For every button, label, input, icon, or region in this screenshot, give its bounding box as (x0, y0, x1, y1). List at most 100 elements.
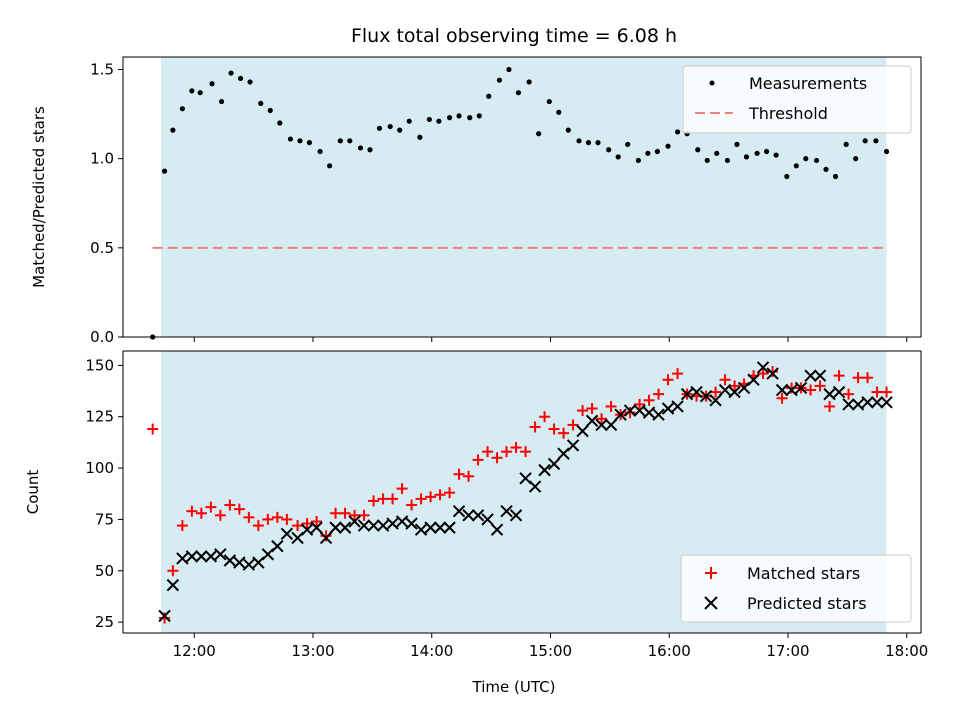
predicted-star-point (471, 509, 485, 522)
measurement-point (832, 173, 839, 180)
predicted-star-point (424, 521, 437, 534)
predicted-star-point (310, 521, 323, 534)
bottom-y-axis-label: Count (24, 470, 42, 515)
matched-star-point (824, 400, 836, 412)
predicted-star-point (775, 383, 789, 397)
measurement-point (873, 138, 879, 144)
measurement-point (387, 123, 393, 130)
matched-star-point (539, 411, 551, 423)
x-tick-label: 17:00 (766, 642, 809, 660)
top-y-tick-label: 1.0 (90, 150, 114, 168)
predicted-star-point (509, 509, 523, 522)
measurement-point (704, 157, 710, 164)
predicted-star-point (367, 519, 380, 532)
measurement-point (476, 113, 482, 119)
matched-star-point (233, 503, 245, 515)
predicted-star-point (280, 527, 294, 541)
measurement-point (695, 147, 701, 153)
measurement-point (714, 150, 720, 156)
matched-star-point (415, 493, 427, 505)
predicted-star-point (595, 418, 608, 432)
predicted-star-point (214, 548, 227, 561)
matched-star-point (624, 407, 636, 419)
top-axes-frame (122, 56, 922, 338)
measurement-point (417, 134, 423, 140)
matched-star-point (330, 507, 342, 519)
matched-star-point (147, 423, 159, 435)
x-tick-label: 12:00 (173, 642, 216, 660)
predicted-star-point (405, 517, 418, 530)
legend-threshold-label: Threshold (748, 104, 828, 123)
predicted-star-point (271, 539, 284, 553)
bottom-legend: Matched stars Predicted stars (680, 554, 912, 623)
matched-star-point (672, 368, 684, 380)
measurement-point (189, 88, 195, 94)
predicted-star-point (671, 400, 684, 413)
matched-star-point (482, 446, 494, 458)
matched-star-point (719, 374, 731, 386)
top-y-axis-label: Matched/Predicted stars (30, 106, 48, 288)
measurement-point (337, 138, 343, 144)
predicted-star-point (452, 504, 466, 518)
predicted-star-point (462, 509, 475, 522)
measurement-point (258, 100, 264, 106)
predicted-star-point (576, 424, 589, 438)
predicted-star-point (766, 367, 779, 380)
predicted-star-point (880, 396, 893, 409)
predicted-star-point (233, 556, 246, 569)
measurement-point (397, 127, 403, 133)
measurement-point (277, 120, 283, 126)
predicted-star-point (338, 521, 352, 534)
measurement-point (724, 157, 731, 164)
matched-star-point (434, 489, 446, 501)
predicted-star-point (176, 552, 189, 565)
matched-star-point (205, 501, 217, 513)
matched-star-point (349, 509, 361, 521)
predicted-star-point (348, 515, 361, 528)
measurement-point (793, 163, 799, 169)
top-legend: Measurements Threshold (682, 65, 912, 134)
measurement-point (823, 166, 829, 172)
measurement-point (654, 148, 660, 155)
chart-title: Flux total observing time = 6.08 h (351, 25, 677, 47)
measurement-point (585, 140, 592, 146)
measurement-point (526, 79, 532, 85)
matched-star-point (729, 380, 741, 392)
measurement-point (267, 107, 273, 114)
matched-star-point (377, 493, 389, 505)
predicted-star-point (357, 519, 371, 532)
predicted-star-point (851, 398, 865, 411)
measurement-point (764, 148, 770, 155)
matched-star-point (767, 366, 779, 378)
measurement-point (645, 150, 651, 156)
measurement-point (843, 141, 849, 147)
measurement-point (317, 148, 323, 155)
matched-star-point (605, 400, 617, 412)
measurement-point (595, 140, 601, 146)
predicted-star-point (500, 504, 513, 518)
matched-star-point (224, 499, 236, 511)
predicted-star-point (319, 531, 333, 545)
matched-star-point (843, 388, 855, 400)
matched-star-point (558, 427, 570, 439)
measurement-point (496, 77, 503, 83)
legend-predicted-label: Predicted stars (747, 594, 867, 613)
predicted-star-point (623, 404, 637, 417)
predicted-star-point (242, 558, 256, 571)
predicted-star-point (842, 398, 855, 411)
matched-star-point (262, 513, 274, 525)
legend-matched-marker (705, 567, 717, 579)
predicted-star-point (604, 418, 618, 432)
measurement-point (546, 98, 552, 105)
matched-star-point (186, 505, 198, 517)
matched-star-point (653, 388, 665, 400)
matched-star-point (814, 380, 826, 392)
measurement-point (228, 70, 234, 76)
predicted-star-point (585, 414, 599, 428)
predicted-star-point (614, 408, 627, 421)
predicted-star-point (690, 385, 703, 399)
legend-matched-label: Matched stars (747, 564, 860, 583)
matched-star-point (805, 384, 817, 396)
predicted-star-point (300, 523, 314, 536)
x-axis-label: Time (UTC) (472, 678, 556, 696)
